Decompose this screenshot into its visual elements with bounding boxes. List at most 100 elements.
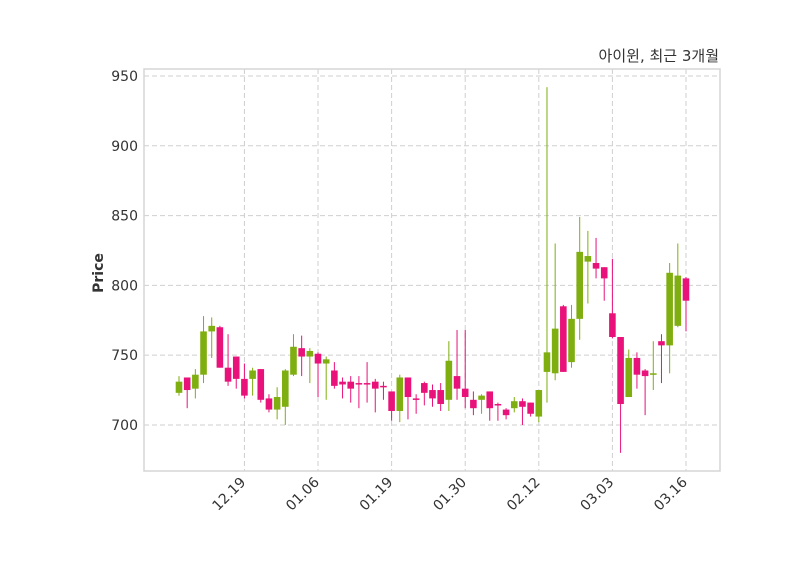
- candle-body: [600, 267, 608, 279]
- candle: [437, 383, 444, 411]
- candle-body: [273, 397, 281, 410]
- candle-body: [486, 391, 494, 409]
- candle-body: [200, 331, 207, 375]
- candle-body: [478, 395, 485, 400]
- candle-body: [560, 306, 567, 372]
- candle: [396, 374, 404, 423]
- candle-body: [543, 352, 551, 372]
- candle: [404, 377, 412, 420]
- candle: [543, 87, 551, 403]
- candle-body: [641, 370, 649, 377]
- candle: [502, 408, 510, 420]
- candle: [592, 237, 600, 279]
- candle-body: [633, 357, 641, 375]
- candle-body: [568, 318, 575, 363]
- y-tick-label: 900: [111, 139, 138, 155]
- candle-body: [617, 337, 624, 404]
- candle-body: [682, 278, 690, 301]
- candle: [649, 341, 657, 391]
- candle-body: [453, 376, 461, 389]
- candle-body: [396, 377, 404, 411]
- candle: [388, 391, 395, 421]
- candle-body: [445, 360, 453, 400]
- candle-body: [298, 348, 305, 357]
- candle-body: [658, 341, 665, 346]
- candle-body: [625, 357, 633, 398]
- candle: [682, 276, 690, 332]
- candle: [560, 304, 567, 372]
- candle: [584, 230, 592, 304]
- candle-body: [314, 353, 322, 364]
- candle: [282, 369, 289, 425]
- candle-body: [421, 383, 428, 393]
- candle: [551, 243, 559, 381]
- candle: [461, 330, 469, 409]
- candle-body: [519, 401, 526, 407]
- candle-body: [388, 391, 395, 411]
- candle-body: [649, 373, 657, 375]
- x-tick-label: 03.16: [651, 474, 691, 514]
- candle-body: [470, 399, 477, 409]
- candle-body: [224, 367, 232, 382]
- chart-title: 아이윈, 최근 3개월: [599, 47, 719, 65]
- candle: [298, 335, 305, 377]
- candle-body: [339, 381, 346, 385]
- candle-body: [232, 356, 240, 379]
- candle-body: [208, 325, 216, 332]
- candle: [192, 369, 199, 399]
- candle: [249, 367, 256, 396]
- candle: [200, 316, 207, 384]
- y-tick-label: 700: [111, 418, 138, 434]
- candle: [355, 376, 363, 409]
- x-tick-label: 01.19: [357, 475, 397, 515]
- candle: [290, 334, 297, 377]
- candle: [363, 362, 371, 403]
- candle-body: [306, 350, 314, 357]
- candle: [380, 381, 387, 400]
- candle-body: [584, 256, 592, 262]
- candle: [429, 384, 436, 407]
- y-tick-label: 800: [111, 278, 138, 294]
- candle-body: [510, 401, 518, 409]
- candle-body: [429, 390, 436, 399]
- candle: [576, 216, 583, 340]
- candle: [306, 348, 314, 384]
- candle: [224, 334, 232, 386]
- y-tick-label: 750: [111, 348, 138, 364]
- candle: [470, 391, 477, 416]
- candle: [265, 394, 273, 413]
- candle: [568, 304, 575, 368]
- x-tick-label: 03.03: [578, 475, 618, 515]
- candle-body: [249, 370, 256, 379]
- candle: [510, 397, 518, 413]
- candle: [633, 352, 641, 389]
- candle: [421, 381, 428, 406]
- candle-body: [461, 388, 469, 398]
- candle-body: [257, 369, 265, 400]
- x-tick-label: 01.30: [430, 475, 470, 515]
- candle-body: [192, 374, 199, 389]
- y-tick-label: 850: [111, 209, 138, 225]
- candle: [600, 267, 608, 301]
- candle-body: [502, 409, 510, 416]
- candle-body: [183, 377, 191, 391]
- candle-body: [347, 381, 355, 389]
- candle-body: [380, 385, 387, 388]
- x-tick-label: 12.19: [210, 475, 250, 515]
- candle: [347, 376, 355, 403]
- candle: [412, 394, 420, 414]
- x-tick-label: 01.06: [283, 474, 323, 514]
- candle-body: [265, 398, 273, 410]
- candle: [486, 391, 494, 421]
- candle: [331, 362, 338, 389]
- candle: [625, 349, 633, 398]
- candle: [241, 363, 248, 399]
- candle: [257, 369, 265, 403]
- candle-body: [216, 327, 224, 368]
- candle-body: [576, 251, 583, 319]
- candle-body: [666, 272, 673, 346]
- y-tick-label: 950: [111, 69, 138, 85]
- candle-body: [437, 390, 444, 404]
- candle-body: [592, 263, 600, 269]
- candle: [617, 337, 624, 453]
